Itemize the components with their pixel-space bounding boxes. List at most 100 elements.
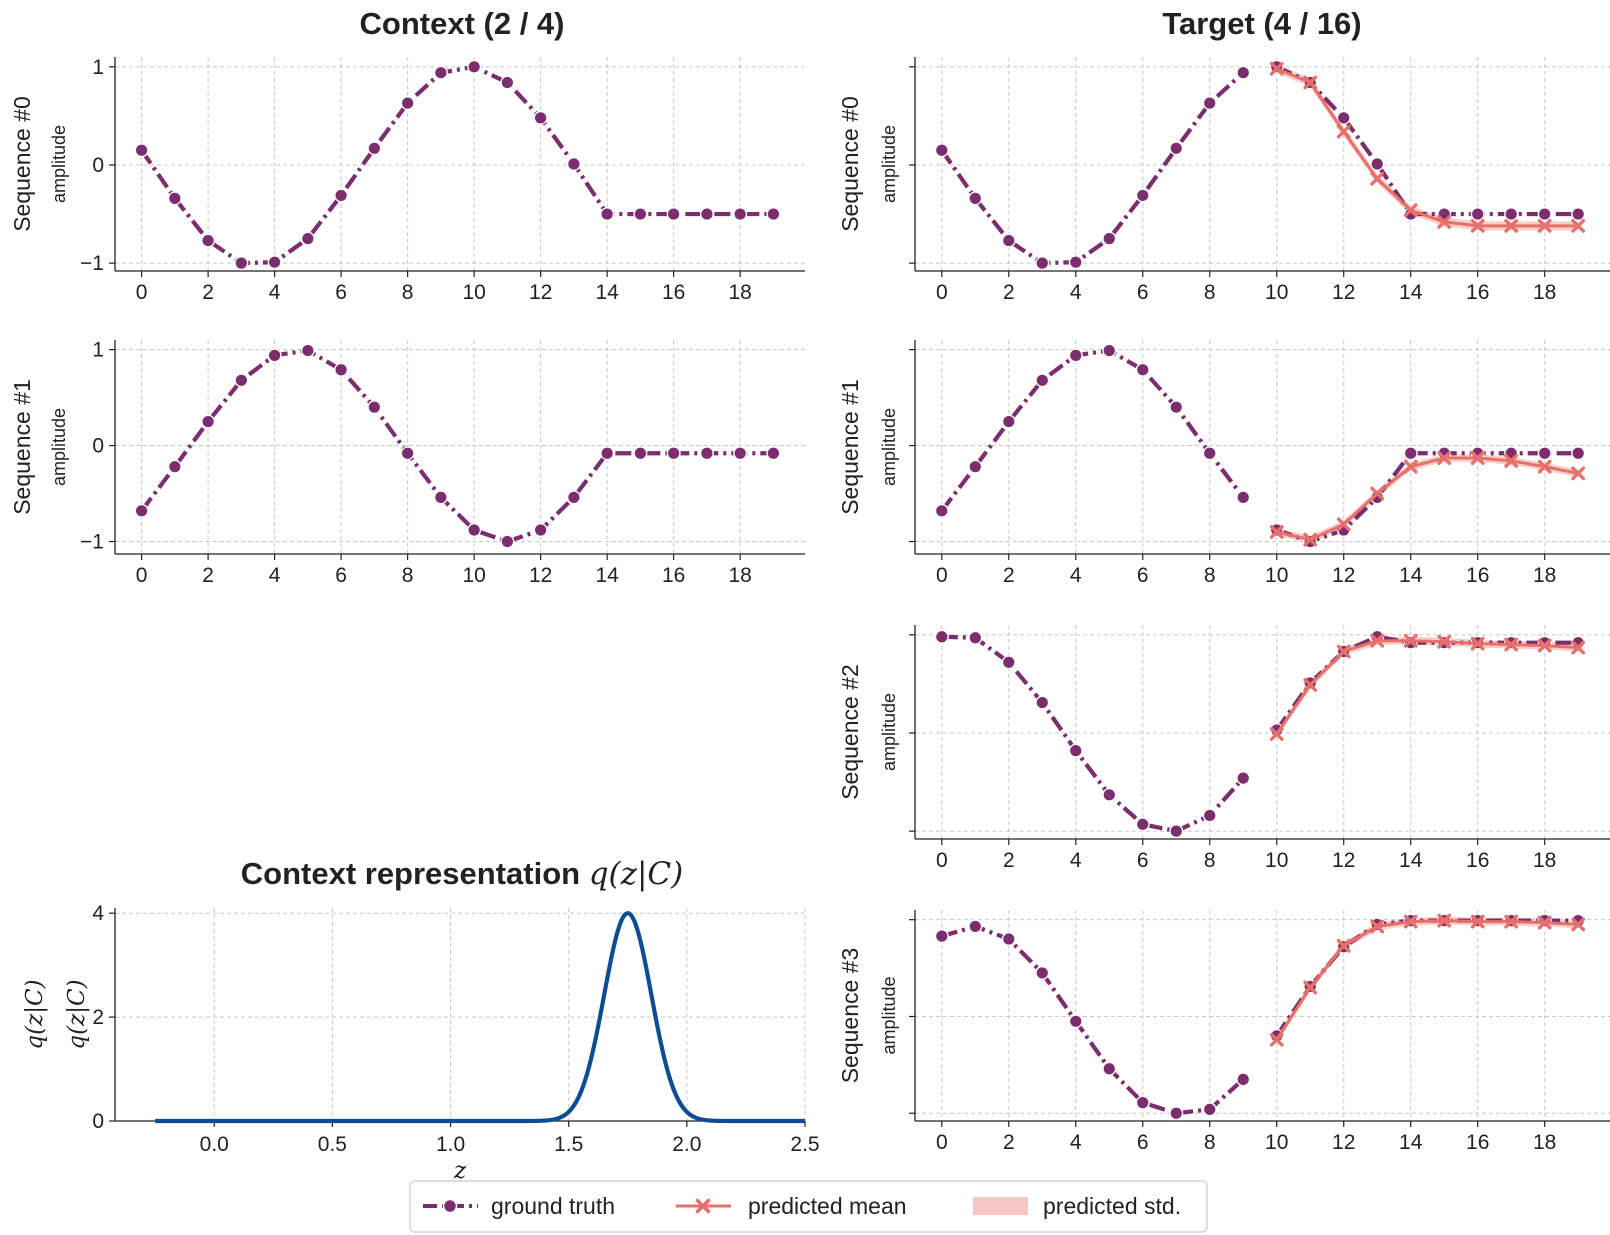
representation-title-math: q(z|C) (589, 856, 684, 892)
ground-truth-point-0-0 (134, 143, 149, 158)
ground-truth-point-0-8 (1202, 446, 1217, 461)
x-tick-label-2: 4 (1070, 849, 1082, 872)
legend-predicted-std-label: predicted std. (1043, 1193, 1181, 1219)
y-axis-label: Sequence #3 (837, 948, 863, 1084)
ground-truth-point-0-17 (699, 207, 714, 222)
ground-truth-point-1-7 (1504, 207, 1519, 222)
ground-truth-point-1-4 (1403, 446, 1418, 461)
x-tick-label-0: 0 (936, 1131, 948, 1154)
x-tick-label-6: 12 (529, 564, 552, 587)
x-tick-label-3: 6 (1137, 281, 1149, 304)
ground-truth-point-0-6 (1135, 817, 1150, 832)
predicted-mean-point-2-1 (1303, 980, 1318, 995)
ground-truth-point-0-8 (1202, 96, 1217, 111)
ground-truth-point-0-4 (1068, 743, 1083, 758)
ground-truth-line-1 (1276, 451, 1579, 544)
y-tick-label-2: 1 (92, 56, 104, 79)
x-tick-label-1: 2 (1003, 849, 1015, 872)
predicted-mean-line-2 (1275, 639, 1579, 735)
y-tick-label-1: 2 (92, 1006, 104, 1029)
predicted-mean-point-2-6 (1470, 218, 1485, 233)
ground-truth-line-1 (1275, 634, 1579, 732)
x-tick-label-1: 2 (1003, 564, 1015, 587)
x-tick-label-3: 6 (1137, 564, 1149, 587)
ground-truth-point-0-0 (934, 629, 949, 644)
x-tick-label-8: 16 (1466, 1131, 1489, 1154)
x-tick-label-5: 10 (1265, 281, 1288, 304)
ground-truth-point-0-3 (234, 373, 249, 388)
ground-truth-line-0 (940, 71, 1245, 266)
legend-predicted-std-swatch (973, 1197, 1028, 1215)
panel-context-0: 0 2 4 6 8 10 12 14 16 18 −1 0 1 Sequence #0 amplitude (9, 56, 805, 304)
x-tick-label-7: 14 (1399, 281, 1423, 304)
y-tick-label-0: −1 (80, 252, 104, 275)
representation-title: Context representation q(z|C) (241, 856, 683, 892)
panel-target-4: 0 2 4 6 8 10 12 14 16 18 Sequence #2 amplitude (837, 625, 1610, 872)
y-axis-sublabel: amplitude (49, 125, 69, 203)
ground-truth-point-0-9 (433, 490, 448, 505)
predicted-mean-point-2-8 (1537, 218, 1552, 233)
predicted-mean-point-2-7 (1504, 218, 1519, 233)
x-tick-label-7: 14 (1399, 1131, 1423, 1154)
ground-truth-point-0-6 (334, 362, 349, 377)
x-tick-label-1: 2 (1003, 1131, 1015, 1154)
ground-truth-point-0-8 (400, 96, 415, 111)
ground-truth-point-0-15 (633, 207, 648, 222)
std-band-2 (1276, 916, 1579, 1044)
legend-ground-truth-label: ground truth (491, 1193, 615, 1219)
context-title: Context (2 / 4) (360, 6, 565, 41)
predicted-mean-point-2-9 (1571, 466, 1586, 481)
panel-representation-6: 0.0 0.5 1.0 1.5 2.0 2.5 0 2 4 z q(z|C) q(z|C) (22, 902, 820, 1184)
ground-truth-point-0-19 (766, 207, 781, 222)
y-axis-sublabel: amplitude (879, 408, 899, 486)
ground-truth-point-1-3 (1370, 156, 1385, 171)
x-tick-label-0: 0.0 (200, 1133, 229, 1156)
predicted-mean-point-2-0 (1269, 727, 1284, 741)
x-tick-label-0: 0 (136, 564, 148, 587)
y-axis-label: q(z|C) (22, 979, 48, 1049)
predicted-mean-point-2-9 (1571, 218, 1586, 233)
predicted-mean-point-2-8 (1537, 459, 1552, 474)
x-tick-label-6: 12 (1332, 1131, 1355, 1154)
panels: 0 2 4 6 8 10 12 14 16 18 −1 0 1 Sequence #0 amplitude 0… (9, 56, 1610, 1184)
x-tick-label-5: 10 (1265, 849, 1288, 872)
panel-target-2: 0 2 4 6 8 10 12 14 16 18 Sequence #0 amplitude (837, 57, 1610, 304)
predicted-mean-point-2-8 (1537, 915, 1552, 930)
predicted-mean-point-2-4 (1403, 459, 1418, 474)
x-tick-label-6: 12 (1332, 564, 1355, 587)
x-tick-label-9: 18 (1533, 849, 1556, 872)
predicted-mean-point-2-2 (1336, 644, 1351, 659)
x-tick-label-0: 0 (936, 564, 948, 587)
predicted-mean-point-2-5 (1437, 215, 1452, 229)
ground-truth-point-0-1 (968, 191, 983, 206)
ground-truth-point-0-1 (167, 459, 182, 474)
ground-truth-point-0-5 (1102, 1061, 1117, 1076)
ground-truth-point-0-2 (201, 233, 216, 248)
ground-truth-point-0-1 (968, 919, 983, 934)
ground-truth-point-0-4 (1068, 255, 1083, 270)
ground-truth-point-0-9 (433, 65, 448, 80)
ground-truth-point-0-5 (1102, 343, 1117, 358)
x-tick-label-2: 4 (1070, 1131, 1082, 1154)
x-tick-label-1: 0.5 (318, 1133, 347, 1156)
x-tick-label-5: 10 (462, 281, 485, 304)
predicted-mean-point-2-2 (1336, 517, 1351, 532)
x-tick-label-4: 8 (1204, 281, 1216, 304)
ground-truth-point-0-6 (1135, 188, 1150, 203)
ground-truth-point-0-3 (1035, 965, 1050, 980)
legend-predicted-mean-marker (695, 1198, 711, 1214)
predicted-mean-line-2 (1276, 456, 1579, 542)
x-tick-label-3: 6 (335, 564, 347, 587)
x-tick-label-7: 14 (1399, 849, 1423, 872)
y-axis-label: Sequence #0 (837, 96, 863, 232)
x-tick-label-6: 12 (1332, 281, 1355, 304)
legend-frame (409, 1180, 1208, 1233)
predicted-mean-point-2-1 (1303, 75, 1318, 90)
predicted-mean-point-2-7 (1504, 454, 1519, 468)
ground-truth-point-0-9 (1236, 1072, 1251, 1087)
ground-truth-point-0-5 (300, 343, 315, 358)
predicted-mean-point-2-4 (1403, 633, 1418, 648)
x-tick-label-2: 4 (269, 281, 281, 304)
x-tick-label-1: 2 (202, 281, 214, 304)
